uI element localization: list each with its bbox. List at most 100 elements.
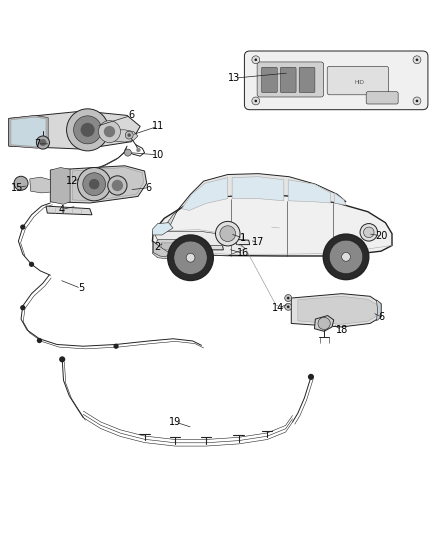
Polygon shape [288,180,331,203]
Circle shape [174,241,207,274]
Polygon shape [314,316,334,332]
Circle shape [113,344,119,349]
Polygon shape [11,117,46,147]
Polygon shape [161,243,194,250]
FancyBboxPatch shape [244,51,428,110]
Circle shape [413,97,421,105]
Text: 12: 12 [66,176,78,186]
Circle shape [14,176,28,190]
Circle shape [37,338,42,343]
Polygon shape [152,241,173,259]
Circle shape [104,126,115,138]
Circle shape [20,224,25,230]
Polygon shape [152,194,392,256]
Text: 5: 5 [78,284,84,293]
Text: 18: 18 [336,325,348,335]
FancyBboxPatch shape [257,62,324,97]
Polygon shape [159,241,196,252]
Text: 6: 6 [146,183,152,192]
Circle shape [89,179,99,189]
Text: 4: 4 [58,205,64,215]
Circle shape [285,295,292,302]
Circle shape [83,173,106,196]
Polygon shape [50,167,70,204]
Text: 19: 19 [169,417,181,427]
Polygon shape [377,300,381,321]
Text: 6: 6 [378,312,384,322]
Circle shape [59,356,65,362]
Circle shape [252,97,260,105]
Text: 6: 6 [128,110,134,120]
Circle shape [364,227,374,238]
Circle shape [323,234,369,280]
Polygon shape [298,296,378,324]
Text: 15: 15 [11,183,24,192]
Text: 14: 14 [272,303,284,313]
Circle shape [308,374,314,380]
Circle shape [287,297,290,300]
Circle shape [254,59,257,61]
Polygon shape [182,177,228,211]
Circle shape [318,317,330,329]
Circle shape [67,109,109,151]
Circle shape [74,116,102,144]
Text: 11: 11 [152,122,164,131]
FancyBboxPatch shape [299,67,315,93]
Circle shape [252,56,260,64]
Circle shape [29,262,34,267]
Circle shape [20,305,25,310]
Text: 1: 1 [240,233,246,243]
Text: 10: 10 [152,150,164,160]
Polygon shape [334,193,346,205]
Circle shape [99,120,120,142]
Polygon shape [9,111,140,149]
Circle shape [220,226,236,241]
Circle shape [342,253,350,261]
Polygon shape [200,246,223,250]
Circle shape [413,56,421,64]
Circle shape [168,235,213,280]
Polygon shape [153,231,245,255]
FancyBboxPatch shape [157,239,198,253]
Circle shape [124,149,131,156]
Circle shape [254,100,257,102]
Polygon shape [72,167,144,201]
FancyBboxPatch shape [280,67,296,93]
Polygon shape [232,177,284,201]
Circle shape [125,131,133,139]
Text: 17: 17 [252,237,265,247]
Circle shape [360,223,378,241]
Polygon shape [158,206,184,243]
FancyBboxPatch shape [366,92,398,104]
Circle shape [416,59,418,61]
Text: HID: HID [354,80,364,85]
Circle shape [78,167,111,201]
Circle shape [416,100,418,102]
Polygon shape [46,206,92,215]
Polygon shape [152,223,173,235]
Polygon shape [30,177,50,193]
Circle shape [285,303,292,310]
Polygon shape [153,241,170,257]
FancyBboxPatch shape [327,66,389,95]
Circle shape [186,253,195,262]
Text: 13: 13 [228,73,240,83]
Polygon shape [109,130,138,142]
Circle shape [136,148,141,152]
Polygon shape [50,166,147,203]
Circle shape [36,136,49,149]
Text: 2: 2 [155,242,161,252]
Circle shape [39,139,46,146]
Circle shape [127,133,131,137]
Circle shape [108,176,127,195]
Circle shape [81,123,95,137]
Text: 20: 20 [375,231,387,241]
Polygon shape [177,174,346,211]
Text: 7: 7 [34,139,40,149]
Polygon shape [291,294,381,327]
Polygon shape [236,239,250,245]
Circle shape [287,305,290,308]
FancyBboxPatch shape [261,67,277,93]
Circle shape [215,221,240,246]
Text: 16: 16 [237,248,249,259]
